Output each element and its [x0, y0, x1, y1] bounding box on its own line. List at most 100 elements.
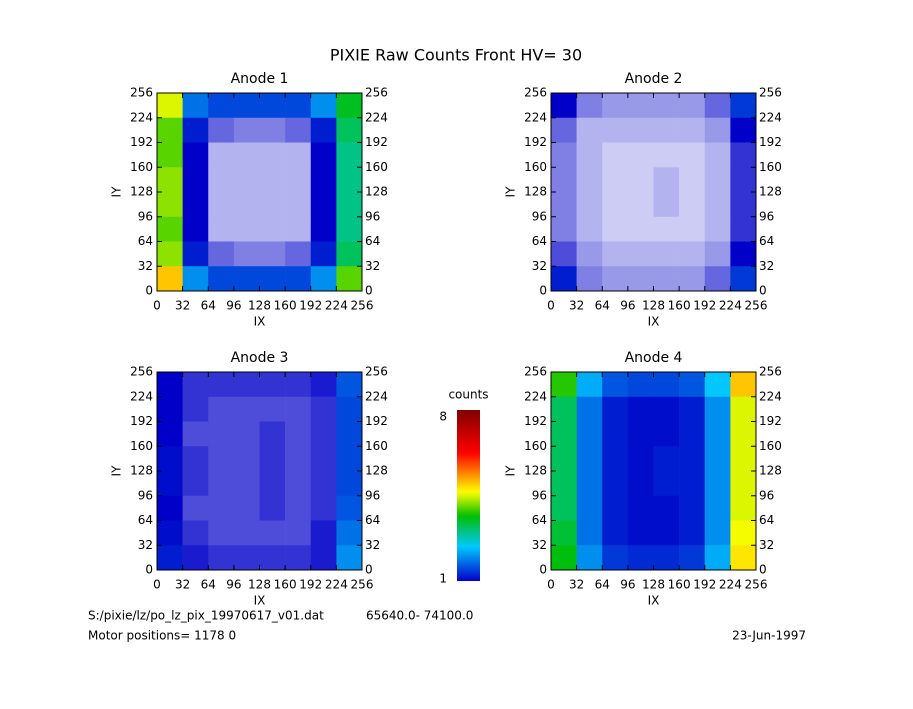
y-tick-label: 128: [524, 185, 547, 199]
heat-cell: [233, 241, 260, 267]
heat-cell: [182, 545, 209, 571]
heat-cell: [157, 372, 183, 398]
x-tick-label: 32: [569, 578, 584, 592]
heat-cell: [602, 216, 629, 242]
heat-cell: [730, 421, 757, 447]
heat-cell: [233, 545, 260, 571]
heat-cell: [551, 192, 577, 218]
heat-cell: [602, 545, 629, 571]
y-tick-label: 224: [130, 110, 153, 124]
heat-cell: [336, 446, 363, 472]
x-tick-label: 160: [668, 299, 691, 313]
heat-cell: [627, 372, 654, 398]
y-tick-label: 0: [365, 284, 373, 298]
heat-cell: [157, 266, 183, 292]
heat-cell: [310, 446, 337, 472]
heat-cell: [208, 520, 235, 546]
heat-cell: [653, 266, 680, 292]
heat-cell: [259, 396, 286, 422]
heat-cell: [233, 117, 260, 143]
heat-cell: [182, 93, 209, 119]
y-tick-label: 128: [365, 185, 388, 199]
heat-cell: [208, 446, 235, 472]
y-tick-label: 160: [365, 160, 388, 174]
heat-cell: [336, 372, 363, 398]
heat-cell: [551, 117, 577, 143]
y-tick-label: 96: [365, 488, 380, 502]
heat-cell: [627, 117, 654, 143]
y-tick-label: 128: [130, 464, 153, 478]
heat-cell: [182, 421, 209, 447]
heat-cell: [576, 216, 603, 242]
y-tick-label: 96: [532, 209, 547, 223]
x-tick-label: 256: [745, 578, 768, 592]
heat-cell: [259, 372, 286, 398]
heat-cell: [310, 93, 337, 119]
heat-cell: [730, 372, 757, 398]
heat-cell: [602, 520, 629, 546]
heat-cell: [208, 117, 235, 143]
heat-cell: [627, 396, 654, 422]
x-axis-label: IX: [254, 315, 266, 329]
heat-cell: [627, 421, 654, 447]
heat-cell: [182, 520, 209, 546]
heat-cell: [233, 495, 260, 521]
heat-cell: [259, 241, 286, 267]
heat-cell: [157, 117, 183, 143]
y-tick-label: 192: [524, 135, 547, 149]
heat-cell: [182, 471, 209, 497]
heat-cell: [259, 471, 286, 497]
heat-cell: [551, 266, 577, 292]
heat-cell: [627, 93, 654, 119]
heat-cell: [208, 142, 235, 168]
heat-cell: [551, 396, 577, 422]
y-tick-label: 160: [130, 439, 153, 453]
heat-cell: [208, 216, 235, 242]
x-tick-label: 160: [274, 299, 297, 313]
heat-cell: [704, 167, 731, 193]
heat-cell: [679, 93, 706, 119]
y-tick-label: 32: [532, 538, 547, 552]
heat-cell: [679, 216, 706, 242]
y-tick-label: 192: [524, 414, 547, 428]
heat-cell: [336, 167, 363, 193]
heat-cell: [730, 216, 757, 242]
heat-cell: [653, 421, 680, 447]
heat-cell: [653, 216, 680, 242]
x-tick-label: 96: [620, 578, 635, 592]
y-tick-label: 0: [539, 284, 547, 298]
heat-cell: [704, 545, 731, 571]
heat-cell: [157, 142, 183, 168]
heat-cell: [285, 93, 312, 119]
heat-cell: [576, 520, 603, 546]
heat-cell: [602, 117, 629, 143]
heat-cell: [653, 241, 680, 267]
heat-cell: [679, 241, 706, 267]
heat-cell: [576, 372, 603, 398]
heat-cell: [730, 446, 757, 472]
heat-cell: [285, 446, 312, 472]
heat-cell: [157, 192, 183, 218]
heat-cell: [704, 421, 731, 447]
y-tick-label: 0: [145, 284, 153, 298]
heat-cell: [704, 396, 731, 422]
heat-cell: [627, 167, 654, 193]
heat-cell: [704, 241, 731, 267]
heat-cell: [704, 192, 731, 218]
colorbar: [457, 410, 480, 581]
x-tick-label: 64: [595, 578, 610, 592]
heat-cell: [576, 117, 603, 143]
heat-cell: [208, 471, 235, 497]
heat-cell: [730, 396, 757, 422]
heat-cell: [679, 142, 706, 168]
x-tick-label: 96: [620, 299, 635, 313]
heat-cell: [259, 446, 286, 472]
heat-cell: [679, 520, 706, 546]
heat-cell: [259, 192, 286, 218]
heat-cell: [310, 372, 337, 398]
time-range: 65640.0- 74100.0: [366, 609, 473, 623]
y-tick-label: 32: [532, 259, 547, 273]
heat-cell: [602, 266, 629, 292]
y-tick-label: 64: [365, 234, 380, 248]
heat-cell: [551, 241, 577, 267]
